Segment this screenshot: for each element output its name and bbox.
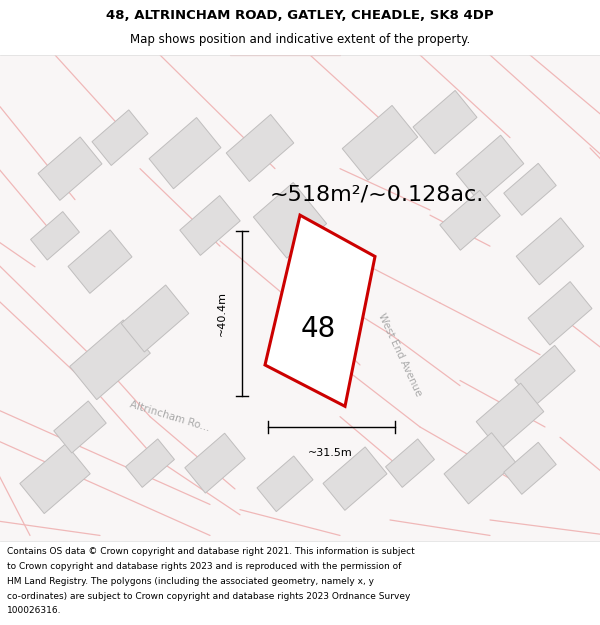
Polygon shape [440, 191, 500, 250]
Polygon shape [54, 401, 106, 453]
Polygon shape [38, 137, 102, 201]
Text: 48, ALTRINCHAM ROAD, GATLEY, CHEADLE, SK8 4DP: 48, ALTRINCHAM ROAD, GATLEY, CHEADLE, SK… [106, 9, 494, 22]
Polygon shape [516, 217, 584, 285]
Text: Map shows position and indicative extent of the property.: Map shows position and indicative extent… [130, 33, 470, 46]
Text: ~40.4m: ~40.4m [217, 291, 227, 336]
Polygon shape [413, 91, 477, 154]
Polygon shape [476, 383, 544, 450]
Polygon shape [253, 182, 326, 258]
Text: to Crown copyright and database rights 2023 and is reproduced with the permissio: to Crown copyright and database rights 2… [7, 562, 401, 571]
Polygon shape [456, 135, 524, 202]
Polygon shape [386, 439, 434, 488]
Text: co-ordinates) are subject to Crown copyright and database rights 2023 Ordnance S: co-ordinates) are subject to Crown copyr… [7, 592, 410, 601]
Text: 48: 48 [301, 315, 335, 342]
Polygon shape [70, 320, 151, 399]
Polygon shape [515, 346, 575, 405]
Polygon shape [121, 285, 189, 352]
Text: ~31.5m: ~31.5m [308, 448, 352, 458]
Text: ~518m²/~0.128ac.: ~518m²/~0.128ac. [270, 184, 484, 204]
Polygon shape [92, 110, 148, 166]
Polygon shape [180, 196, 240, 256]
Polygon shape [257, 456, 313, 512]
Text: West End Avenue: West End Avenue [376, 311, 424, 398]
Polygon shape [125, 439, 175, 488]
Polygon shape [342, 106, 418, 180]
Polygon shape [149, 118, 221, 189]
Polygon shape [68, 230, 132, 293]
Polygon shape [504, 163, 556, 216]
Text: Altrincham Ro...: Altrincham Ro... [128, 399, 211, 434]
Polygon shape [185, 433, 245, 493]
Polygon shape [226, 114, 294, 181]
Text: Contains OS data © Crown copyright and database right 2021. This information is : Contains OS data © Crown copyright and d… [7, 548, 415, 556]
Polygon shape [323, 447, 387, 511]
Polygon shape [265, 215, 375, 406]
Text: 100026316.: 100026316. [7, 606, 62, 616]
Text: HM Land Registry. The polygons (including the associated geometry, namely x, y: HM Land Registry. The polygons (includin… [7, 577, 374, 586]
Polygon shape [444, 432, 516, 504]
Polygon shape [528, 282, 592, 345]
Polygon shape [31, 212, 79, 260]
Polygon shape [20, 444, 90, 514]
Polygon shape [504, 442, 556, 494]
